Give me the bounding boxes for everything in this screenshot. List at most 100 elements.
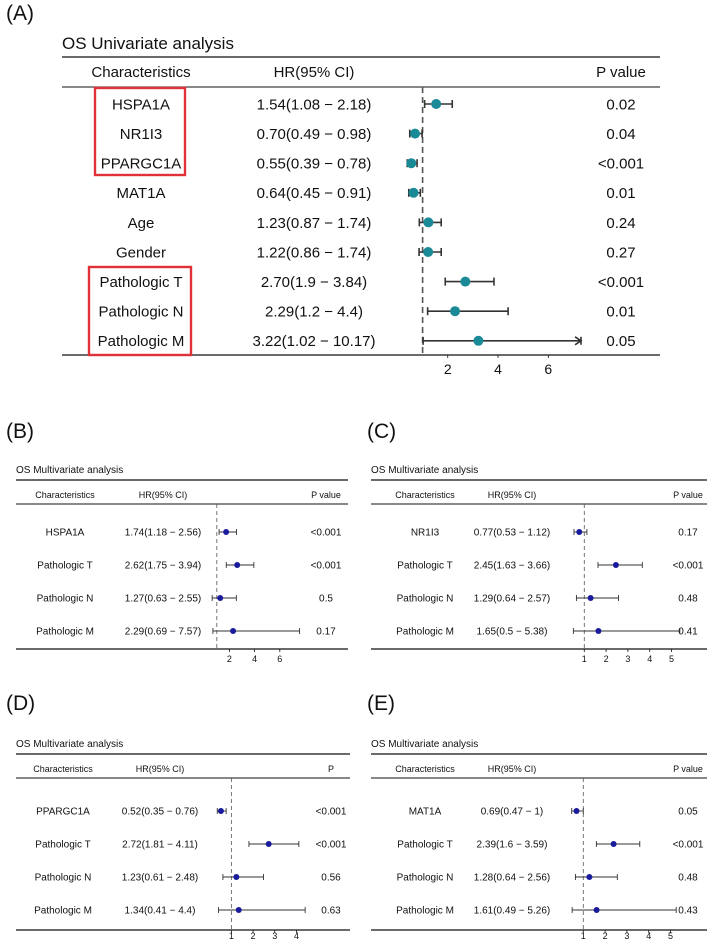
chart-title: OS Multivariate analysis (16, 739, 123, 750)
row-hr-text: 1.34(0.41 − 4.4) (125, 906, 196, 917)
row-p-value: <0.001 (316, 840, 347, 851)
row-label: Pathologic M (98, 333, 185, 350)
hr-point (610, 841, 617, 847)
forest-plot-a: OS Univariate analysis Characteristics HR(… (62, 34, 660, 377)
row-label: Pathologic T (99, 274, 182, 291)
row-hr-text: 1.23(0.61 − 2.48) (122, 873, 198, 884)
x-tick-label: 4 (294, 931, 299, 941)
hr-point (573, 808, 580, 814)
row-p-value: <0.001 (598, 274, 644, 291)
x-tick-label: 3 (625, 654, 630, 664)
x-tick-label: 4 (494, 361, 502, 377)
hr-point (473, 335, 484, 346)
row-p-value: 0.05 (606, 333, 635, 350)
row-p-value: 0.63 (321, 906, 341, 917)
row-p-value: 0.48 (678, 594, 698, 605)
row-hr-text: 1.28(0.64 − 2.56) (474, 873, 550, 884)
hr-point (586, 874, 593, 880)
row-hr-text: 1.22(0.86 − 1.74) (257, 244, 372, 261)
row-hr-text: 1.74(1.18 − 2.56) (125, 528, 201, 539)
row-p-value: <0.001 (673, 561, 704, 572)
forest-plot-e: OS Multivariate analysis Characteristics H… (371, 739, 707, 941)
hr-point (423, 247, 434, 257)
column-header-characteristics: Characteristics (395, 764, 455, 774)
forest-plot-b: OS Multivariate analysis Characteristics H… (16, 465, 348, 664)
row-label: Pathologic M (396, 627, 454, 638)
column-header-characteristics: Characteristics (33, 764, 93, 774)
row-label: NR1I3 (411, 528, 440, 539)
row-p-value: 0.02 (606, 96, 635, 113)
row-label: Pathologic N (35, 873, 92, 884)
hr-point (593, 907, 600, 913)
row-hr-text: 2.29(0.69 − 7.57) (125, 627, 201, 638)
x-tick-label: 3 (624, 931, 629, 941)
hr-point (217, 808, 224, 814)
row-p-value: <0.001 (311, 528, 342, 539)
row-label: MAT1A (117, 185, 166, 202)
x-tick-label: 3 (272, 931, 277, 941)
hr-point (431, 99, 442, 109)
x-tick-label: 6 (544, 361, 552, 377)
row-label: Pathologic M (36, 627, 94, 638)
row-hr-text: 2.29(1.2 − 4.4) (265, 304, 363, 321)
hr-point (234, 562, 241, 568)
row-label: Pathologic N (37, 594, 94, 605)
hr-point (235, 907, 242, 913)
row-label: Pathologic T (35, 840, 90, 851)
row-label: Pathologic M (34, 906, 92, 917)
row-label: MAT1A (409, 807, 442, 818)
row-p-value: 0.24 (606, 215, 635, 232)
x-tick-label: 5 (668, 931, 673, 941)
x-tick-label: 2 (604, 654, 609, 664)
row-hr-text: 1.29(0.64 − 2.57) (474, 594, 550, 605)
row-hr-text: 0.77(0.53 − 1.12) (474, 528, 550, 539)
row-p-value: 0.17 (678, 528, 698, 539)
row-hr-text: 1.27(0.63 − 2.55) (125, 594, 201, 605)
column-header-p: P (328, 764, 334, 774)
chart-title: OS Multivariate analysis (16, 465, 123, 476)
panel-label-c: (C) (367, 420, 397, 443)
row-p-value: 0.43 (678, 906, 698, 917)
row-label: Pathologic N (397, 594, 454, 605)
forest-plot-d: OS Multivariate analysis Characteristics H… (16, 739, 350, 941)
row-hr-text: 2.72(1.81 − 4.11) (122, 840, 198, 851)
hr-point (595, 628, 602, 634)
row-hr-text: 0.55(0.39 − 0.78) (257, 156, 372, 173)
row-p-value: 0.17 (316, 627, 336, 638)
column-header-characteristics: Characteristics (35, 490, 95, 500)
panel-c: (C) OS Multivariate analysis Characterist… (365, 418, 710, 668)
panel-b: (B) OS Multivariate analysis Characterist… (0, 418, 355, 668)
row-p-value: <0.001 (673, 840, 704, 851)
row-p-value: 0.01 (606, 304, 635, 321)
hr-point (587, 595, 594, 601)
row-p-value: 0.27 (606, 244, 635, 261)
hr-point (576, 529, 583, 535)
highlight-box (93, 86, 187, 177)
row-p-value: 0.48 (678, 873, 698, 884)
row-label: Pathologic M (396, 906, 454, 917)
column-header-characteristics: Characteristics (91, 64, 190, 81)
panel-e: (E) OS Multivariate analysis Characterist… (365, 690, 710, 941)
row-hr-text: 1.61(0.49 − 5.26) (474, 906, 550, 917)
row-p-value: <0.001 (316, 807, 347, 818)
hr-point (233, 874, 240, 880)
column-header-hr: HR(95% CI) (488, 490, 537, 500)
row-hr-text: 0.52(0.35 − 0.76) (122, 807, 198, 818)
chart-title: OS Multivariate analysis (371, 739, 478, 750)
hr-point (406, 158, 417, 169)
panel-label-b: (B) (6, 420, 34, 443)
column-header-hr: HR(95% CI) (139, 490, 188, 500)
row-label: Gender (116, 244, 166, 261)
row-hr-text: 0.70(0.49 − 0.98) (257, 126, 372, 143)
hr-point (450, 306, 461, 317)
row-hr-text: 0.64(0.45 − 0.91) (257, 185, 372, 202)
row-label: Pathologic N (98, 304, 183, 321)
chart-title: OS Multivariate analysis (371, 465, 478, 476)
row-p-value: 0.05 (678, 807, 698, 818)
x-tick-label: 1 (229, 931, 234, 941)
hr-point (230, 628, 237, 634)
row-label: Pathologic T (37, 561, 92, 572)
hr-point (408, 187, 419, 198)
x-tick-label: 1 (582, 654, 587, 664)
row-p-value: 0.56 (321, 873, 341, 884)
